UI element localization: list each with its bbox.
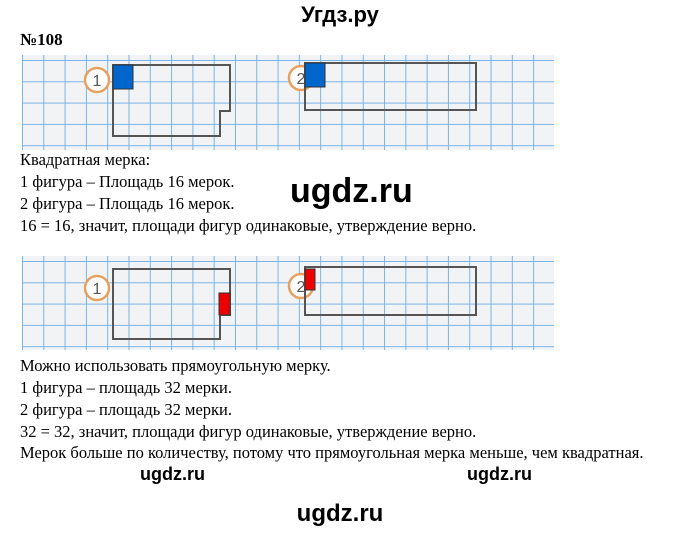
figure-image-square-measure: 1 2 [22, 55, 554, 150]
text-line: 2 фигура – площадь 32 мерки. [20, 400, 232, 419]
svg-text:2: 2 [297, 279, 306, 296]
text-paragraph: Мерок больше по количеству, потому что п… [20, 443, 644, 462]
text-line: Можно использовать прямоугольную мерку. [20, 356, 331, 375]
site-title: Угдз.ру [301, 2, 379, 27]
watermark: ugdz.ru [140, 464, 205, 484]
figure-1-outline [112, 268, 231, 340]
figure-2-outline [304, 62, 477, 111]
figure-2-outline [304, 266, 477, 316]
text-line: 2 фигура – Площадь 16 мерок. [20, 194, 235, 213]
text-line: 32 = 32, значит, площади фигур одинаковы… [20, 422, 477, 441]
square-measure-2 [304, 62, 326, 88]
text-line: 16 = 16, значит, площади фигур одинаковы… [20, 216, 477, 235]
text-line: Квадратная мерка: [20, 150, 151, 169]
figure-1-outline [112, 64, 231, 137]
svg-text:1: 1 [93, 281, 102, 298]
text-line: 1 фигура – площадь 32 мерки. [20, 378, 232, 397]
svg-text:2: 2 [297, 71, 306, 88]
rect-measure-1 [218, 292, 231, 316]
circle-label-1 [83, 66, 111, 94]
watermark: ugdz.ru [296, 500, 384, 527]
watermark: ugdz.ru [290, 172, 413, 210]
rect-measure-2 [304, 268, 316, 291]
square-measure-1 [112, 64, 134, 90]
figure-image-rect-measure: 1 2 [22, 256, 554, 350]
svg-text:1: 1 [93, 73, 102, 90]
task-number: №108 [20, 30, 63, 49]
watermark: ugdz.ru [467, 464, 532, 484]
text-line: 1 фигура – Площадь 16 мерок. [20, 172, 235, 191]
